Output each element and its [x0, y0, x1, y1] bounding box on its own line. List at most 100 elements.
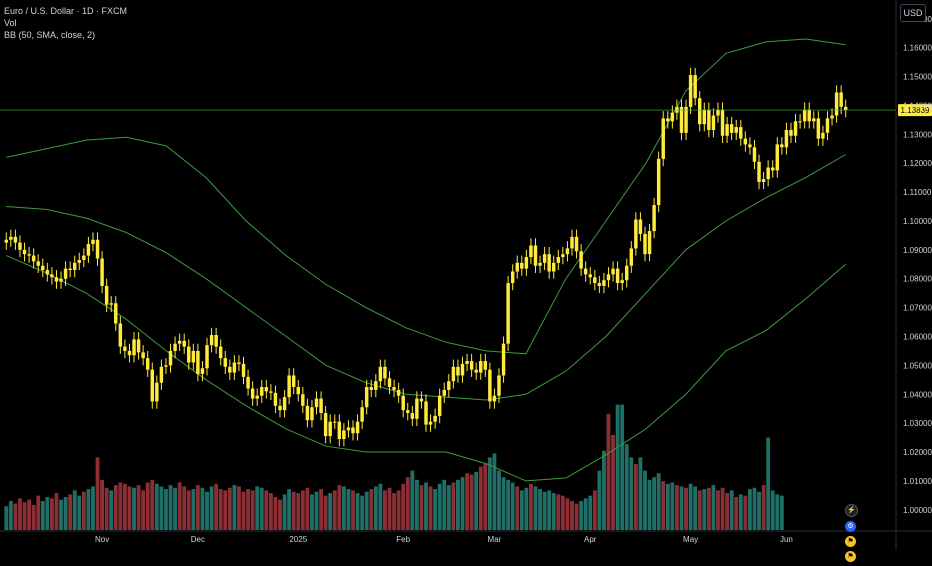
- volume-bar: [766, 437, 771, 530]
- candle-body: [784, 129, 789, 148]
- candle-body: [839, 92, 843, 107]
- volume-bar: [414, 479, 419, 530]
- volume-bar: [68, 494, 73, 530]
- candle-body: [775, 144, 780, 171]
- candle-body: [260, 387, 264, 396]
- volume-bar: [456, 479, 460, 530]
- candle-body: [264, 387, 269, 392]
- candle-body: [214, 335, 218, 347]
- candle-body: [351, 427, 355, 434]
- volume-bar: [182, 486, 187, 530]
- y-tick-label: 1.00000: [903, 506, 932, 515]
- volume-bar: [775, 494, 780, 530]
- volume-bar: [693, 486, 698, 530]
- volume-bar: [551, 493, 556, 530]
- legend-volume[interactable]: Vol: [4, 18, 17, 28]
- volume-bar: [497, 470, 501, 530]
- y-tick-label: 1.09000: [903, 246, 932, 255]
- candle-body: [565, 248, 570, 255]
- currency-button[interactable]: USD: [900, 4, 926, 22]
- volume-bar: [31, 504, 36, 530]
- volume-bar: [232, 485, 237, 530]
- candle-body: [428, 421, 433, 425]
- volume-bar: [743, 495, 748, 530]
- candle-body: [533, 245, 538, 266]
- flag-icon[interactable]: ⚑: [845, 536, 856, 547]
- candle-body: [442, 389, 446, 396]
- candle-body: [415, 398, 419, 419]
- candle-body: [725, 124, 729, 136]
- candle-body: [378, 366, 383, 382]
- volume-bar: [515, 486, 520, 530]
- x-tick-label: Nov: [95, 535, 109, 544]
- candle-body: [374, 381, 378, 390]
- volume-bar: [195, 485, 200, 530]
- volume-bar: [446, 485, 451, 530]
- candle-body: [41, 265, 45, 271]
- candle-body: [255, 395, 259, 399]
- candle-body: [72, 262, 77, 271]
- volume-bar: [401, 483, 406, 530]
- y-tick-label: 1.11000: [903, 188, 932, 197]
- chart-svg[interactable]: 1.13839 1.00000 1.01000 1.02000 1.03000 1.04…: [0, 0, 932, 550]
- volume-bar: [45, 497, 50, 530]
- chart-tool-icons: ⚡ ⚙ ⚑ ⚑: [842, 502, 862, 566]
- flag-icon[interactable]: ⚑: [845, 551, 856, 562]
- candle-body: [816, 118, 821, 139]
- candle-body: [697, 98, 702, 125]
- volume-bar: [36, 495, 41, 530]
- volume-bar: [378, 483, 383, 530]
- candle-body: [314, 398, 319, 408]
- candle-body: [360, 407, 364, 422]
- volume-bar: [173, 487, 177, 530]
- volume-bar: [337, 485, 342, 530]
- volume-bar: [355, 493, 360, 530]
- volume-bar: [579, 500, 584, 530]
- candle-body: [830, 115, 834, 119]
- volume-bar: [145, 482, 150, 530]
- candle-body: [492, 395, 497, 402]
- candle-body: [597, 283, 602, 286]
- candle-body: [86, 244, 91, 256]
- volume-bar: [419, 485, 424, 530]
- volume-bar: [164, 489, 168, 530]
- candle-body: [574, 236, 579, 252]
- y-tick-label: 1.04000: [903, 390, 932, 399]
- candle-body: [734, 127, 738, 133]
- candle-body: [77, 259, 82, 263]
- candle-body: [68, 268, 72, 271]
- volume-bar: [779, 495, 784, 530]
- candle-body: [182, 340, 186, 347]
- volume-bar: [373, 486, 378, 530]
- last-price-tag: [898, 104, 932, 117]
- candle-body: [520, 262, 524, 269]
- candle-body: [9, 236, 13, 240]
- lightning-icon[interactable]: ⚡: [845, 504, 858, 517]
- volume-bar: [638, 457, 643, 530]
- gear-icon[interactable]: ⚙: [845, 521, 856, 532]
- candle-body: [757, 161, 761, 182]
- legend-indicator[interactable]: BB (50, SMA, close, 2): [4, 30, 96, 40]
- legend-symbol[interactable]: Euro / U.S. Dollar · 1D · FXCM: [4, 6, 128, 16]
- volume-bar: [314, 491, 319, 530]
- volume-bar: [424, 482, 428, 530]
- volume-bar: [328, 493, 333, 530]
- chart[interactable]: 1.13839 1.00000 1.01000 1.02000 1.03000 1.04…: [0, 0, 932, 550]
- volume-bar: [492, 453, 497, 530]
- volume-bar: [287, 489, 292, 530]
- candle-body: [488, 369, 492, 402]
- volume-bar: [72, 490, 77, 530]
- candle-body: [593, 277, 597, 284]
- volume-bar: [218, 489, 223, 530]
- candle-body: [278, 405, 282, 411]
- candle-body: [419, 398, 424, 402]
- candle-body: [237, 362, 241, 364]
- candle-body: [611, 268, 615, 275]
- x-tick-label: Apr: [584, 535, 597, 544]
- candle-body: [383, 366, 387, 379]
- candle-body: [547, 254, 551, 272]
- candle-body: [702, 109, 707, 125]
- candle-body: [355, 421, 360, 434]
- volume-bar: [529, 483, 533, 530]
- candle-body: [155, 382, 159, 402]
